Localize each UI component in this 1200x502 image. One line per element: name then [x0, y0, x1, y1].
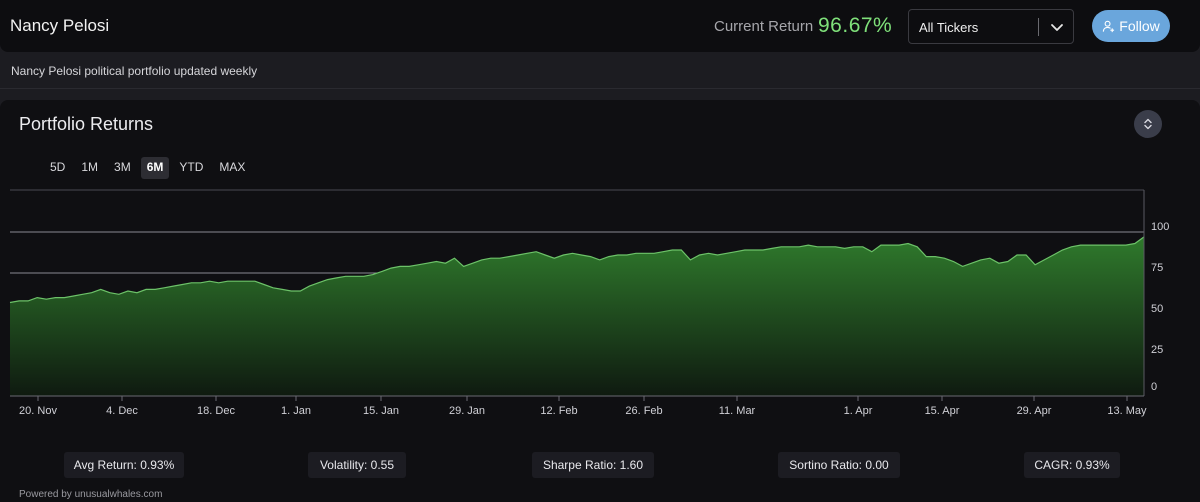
chevron-down-icon[interactable]	[1049, 19, 1065, 35]
range-1m[interactable]: 1M	[81, 160, 99, 174]
y-tick-label: 0	[1151, 381, 1157, 393]
stat-avg-return: Avg Return: 0.93%	[64, 452, 184, 478]
returns-line	[9, 236, 1145, 304]
stat-sortino-ratio: Sortino Ratio: 0.00	[778, 452, 900, 478]
range-selector: 5D 1M 3M 6M YTD MAX	[44, 157, 251, 179]
follow-button[interactable]: Follow	[1092, 10, 1170, 42]
stat-sharpe-ratio: Sharpe Ratio: 1.60	[532, 452, 654, 478]
stat-volatility: Volatility: 0.55	[308, 452, 406, 478]
stat-cagr: CAGR: 0.93%	[1024, 452, 1120, 478]
x-tick-label: 12. Feb	[540, 405, 577, 417]
y-tick-label: 50	[1151, 303, 1163, 315]
range-max[interactable]: MAX	[219, 160, 246, 174]
portfolio-returns-card: Portfolio Returns 5D 1M 3M 6M YTD MAX 10…	[0, 100, 1200, 502]
range-5d[interactable]: 5D	[50, 160, 66, 174]
range-ytd[interactable]: YTD	[179, 160, 204, 174]
select-separator	[1038, 18, 1039, 36]
follow-button-label: Follow	[1119, 18, 1160, 34]
current-return-label: Current Return	[714, 18, 814, 35]
x-tick-label: 29. Jan	[449, 405, 485, 417]
ticker-select[interactable]: All Tickers	[908, 9, 1074, 44]
expand-collapse-button[interactable]	[1134, 110, 1162, 138]
x-tick-label: 15. Jan	[363, 405, 399, 417]
range-6m[interactable]: 6M	[140, 157, 170, 179]
page-title: Nancy Pelosi	[10, 16, 110, 35]
x-tick-label: 1. Apr	[844, 405, 873, 417]
returns-chart: 100 75 50 25 0 20. Nov 4. Dec 18. Dec 1. Jan 15.…	[9, 189, 1169, 417]
portfolio-description: Nancy Pelosi political portfolio updated…	[11, 64, 258, 78]
divider	[0, 88, 1200, 89]
x-tick-label: 11. Mar	[719, 405, 756, 417]
range-3m[interactable]: 3M	[114, 160, 131, 174]
user-add-icon	[1103, 20, 1115, 32]
ticker-select-value: All Tickers	[919, 20, 979, 35]
x-tick-label: 15. Apr	[925, 405, 960, 417]
y-tick-label: 100	[1151, 221, 1169, 233]
y-tick-label: 25	[1151, 344, 1163, 356]
x-tick-label: 4. Dec	[106, 405, 138, 417]
y-tick-label: 75	[1151, 262, 1163, 274]
current-return-value: 96.67%	[818, 14, 893, 37]
x-tick-label: 26. Feb	[625, 405, 662, 417]
header: Nancy Pelosi Current Return 96.67% All T…	[0, 0, 1200, 52]
x-tick-label: 13. May	[1107, 405, 1147, 417]
x-tick-label: 20. Nov	[19, 405, 57, 417]
chevron-up-down-icon	[1144, 118, 1152, 130]
card-title: Portfolio Returns	[19, 114, 154, 134]
returns-area	[10, 236, 1144, 396]
x-tick-label: 29. Apr	[1017, 405, 1052, 417]
x-tick-label: 18. Dec	[197, 405, 235, 417]
powered-by: Powered by unusualwhales.com	[19, 489, 163, 500]
x-tick-label: 1. Jan	[281, 405, 311, 417]
